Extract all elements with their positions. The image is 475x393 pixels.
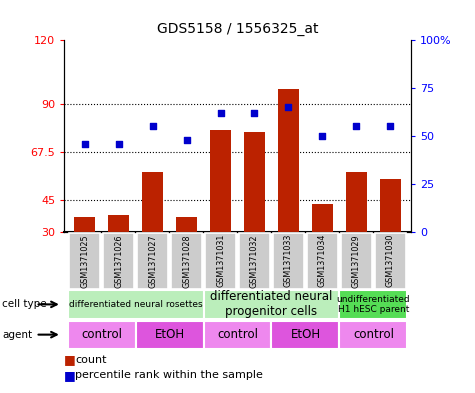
- Bar: [210, 130, 231, 232]
- Bar: [176, 217, 197, 232]
- FancyBboxPatch shape: [340, 290, 408, 319]
- Text: GSM1371031: GSM1371031: [216, 234, 225, 287]
- FancyBboxPatch shape: [341, 233, 372, 289]
- FancyBboxPatch shape: [272, 321, 340, 349]
- FancyBboxPatch shape: [203, 290, 340, 319]
- Text: GSM1371025: GSM1371025: [80, 234, 89, 288]
- Point: [251, 110, 258, 116]
- Point: [115, 141, 123, 147]
- Bar: [278, 89, 299, 232]
- FancyBboxPatch shape: [67, 290, 203, 319]
- Text: ■: ■: [64, 369, 76, 382]
- Text: control: control: [353, 328, 394, 341]
- Text: GSM1371032: GSM1371032: [250, 234, 259, 288]
- Text: count: count: [75, 354, 106, 365]
- Bar: [244, 132, 265, 232]
- FancyBboxPatch shape: [68, 233, 101, 289]
- Text: GSM1371030: GSM1371030: [386, 234, 395, 287]
- FancyBboxPatch shape: [238, 233, 270, 289]
- Point: [387, 123, 394, 129]
- FancyBboxPatch shape: [136, 233, 169, 289]
- Point: [319, 133, 326, 139]
- FancyBboxPatch shape: [374, 233, 407, 289]
- FancyBboxPatch shape: [340, 321, 408, 349]
- Text: agent: agent: [2, 330, 32, 340]
- Text: percentile rank within the sample: percentile rank within the sample: [75, 370, 263, 380]
- Text: control: control: [81, 328, 122, 341]
- Text: EtOH: EtOH: [290, 328, 321, 341]
- Text: differentiated neural
progenitor cells: differentiated neural progenitor cells: [210, 290, 332, 318]
- FancyBboxPatch shape: [103, 233, 134, 289]
- Bar: [346, 173, 367, 232]
- FancyBboxPatch shape: [306, 233, 339, 289]
- Text: GSM1371026: GSM1371026: [114, 234, 123, 288]
- Point: [149, 123, 156, 129]
- Bar: [380, 179, 401, 232]
- Bar: [312, 204, 332, 232]
- Text: differentiated neural rosettes: differentiated neural rosettes: [69, 300, 202, 309]
- Point: [183, 137, 190, 143]
- Point: [81, 141, 88, 147]
- Point: [285, 104, 292, 110]
- Text: GSM1371033: GSM1371033: [284, 234, 293, 287]
- Text: GSM1371029: GSM1371029: [352, 234, 361, 288]
- Text: GSM1371027: GSM1371027: [148, 234, 157, 288]
- Point: [217, 110, 224, 116]
- Bar: [74, 217, 95, 232]
- Bar: [142, 173, 163, 232]
- Bar: [108, 215, 129, 232]
- FancyBboxPatch shape: [273, 233, 304, 289]
- Text: GSM1371028: GSM1371028: [182, 234, 191, 288]
- FancyBboxPatch shape: [205, 233, 237, 289]
- Text: EtOH: EtOH: [154, 328, 185, 341]
- Text: GSM1371034: GSM1371034: [318, 234, 327, 287]
- Text: control: control: [217, 328, 258, 341]
- Title: GDS5158 / 1556325_at: GDS5158 / 1556325_at: [157, 22, 318, 36]
- FancyBboxPatch shape: [67, 321, 135, 349]
- FancyBboxPatch shape: [135, 321, 203, 349]
- Text: cell type: cell type: [2, 299, 47, 309]
- Point: [352, 123, 360, 129]
- Text: undifferentiated
H1 hESC parent: undifferentiated H1 hESC parent: [337, 295, 410, 314]
- FancyBboxPatch shape: [171, 233, 202, 289]
- FancyBboxPatch shape: [203, 321, 272, 349]
- Text: ■: ■: [64, 353, 76, 366]
